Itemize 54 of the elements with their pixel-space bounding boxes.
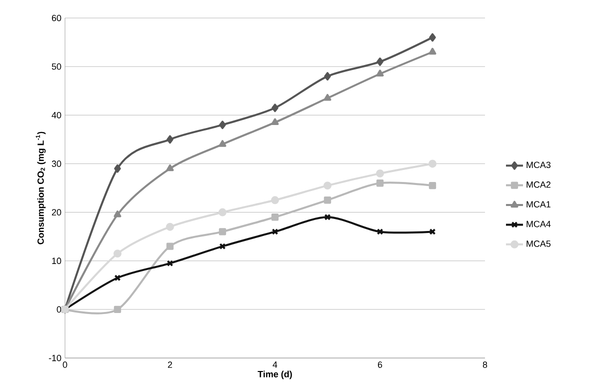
point — [428, 48, 436, 55]
point — [428, 182, 436, 190]
x-tick-label: 4 — [272, 362, 278, 368]
point — [428, 160, 436, 168]
point — [166, 260, 174, 267]
point — [114, 306, 122, 314]
point — [166, 164, 174, 172]
legend-label: MCA5 — [526, 240, 551, 247]
y-tick-label: 10 — [52, 258, 62, 264]
point — [376, 70, 384, 76]
x-tick-label: 6 — [378, 362, 382, 368]
legend-label: MCA1 — [526, 201, 550, 208]
point — [324, 94, 332, 101]
x-tick-label: 2 — [168, 362, 172, 368]
point — [376, 169, 384, 178]
point — [218, 208, 226, 216]
y-tick-label: 50 — [52, 63, 62, 70]
y-tick-label: 0 — [56, 306, 62, 313]
point — [429, 33, 436, 42]
y-tick-label: 20 — [52, 209, 62, 216]
y-axis-title: Consumption CO$_{2}$ (mg L$^{-1}$) — [36, 132, 46, 244]
legend-label: MCA3 — [526, 162, 550, 168]
point — [376, 180, 384, 187]
point — [324, 196, 332, 204]
y-tick-label: 60 — [52, 14, 62, 22]
x-axis-title: Time (d) — [258, 370, 292, 380]
point — [114, 250, 122, 258]
point — [271, 214, 279, 221]
point — [324, 72, 331, 80]
point — [272, 228, 278, 235]
point — [219, 120, 226, 130]
point — [271, 118, 279, 126]
point — [219, 243, 226, 250]
x-tick-label: 0 — [62, 362, 68, 368]
point — [114, 164, 121, 173]
point — [114, 210, 122, 218]
point — [166, 135, 174, 144]
x-tick-label: 8 — [482, 362, 488, 368]
point — [376, 58, 384, 66]
y-tick-label: 30 — [52, 160, 62, 167]
y-tick-label: 40 — [52, 112, 62, 118]
point — [166, 242, 174, 250]
point — [218, 228, 226, 236]
legend-label: MCA2 — [526, 181, 550, 188]
point — [324, 214, 331, 220]
point — [376, 228, 384, 235]
y-tick-label: -10 — [48, 354, 62, 362]
point — [166, 222, 174, 231]
point — [272, 104, 278, 112]
point — [271, 196, 279, 204]
legend-label: MCA4 — [526, 220, 551, 228]
point — [218, 140, 226, 147]
point — [114, 274, 121, 282]
point — [324, 182, 332, 190]
